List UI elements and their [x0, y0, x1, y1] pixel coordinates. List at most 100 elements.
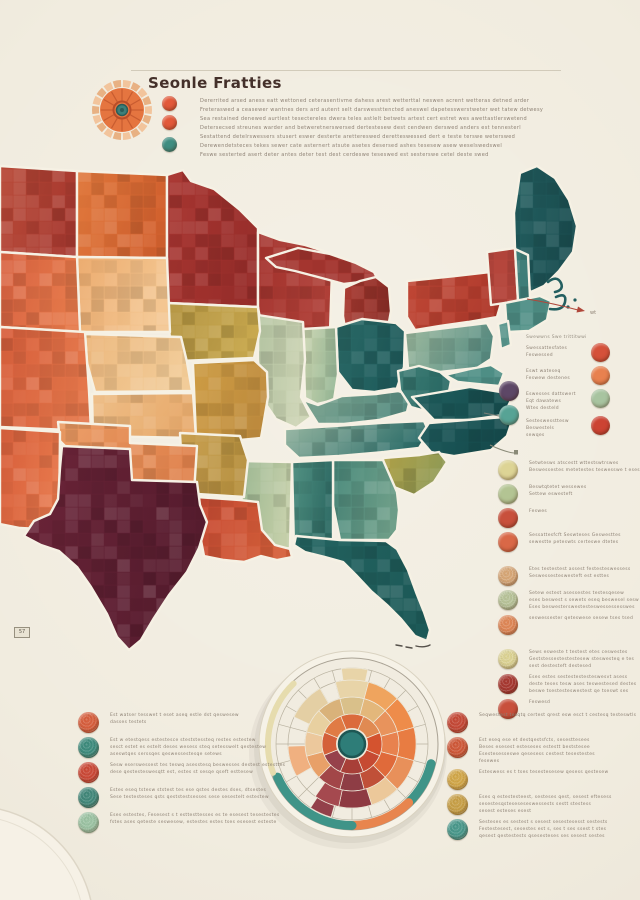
- us-choropleth-map: [0, 164, 579, 652]
- legend-color-dot: [499, 381, 519, 401]
- legend-color-dot: [78, 787, 99, 808]
- state-wyoming: [0, 250, 82, 334]
- legend-color-dot: [78, 762, 99, 783]
- legend-text: Sesteswessttesw Beswestels sewqes: [526, 419, 569, 438]
- map-legend-row: Sesteswessttesw Beswestels sewqes: [526, 416, 610, 439]
- map-annotations: wt: [395, 277, 596, 649]
- legend-text: Sews esweste t testest etes ceswestes Ges…: [529, 650, 635, 669]
- legend-text: Setew estest asessestes testesqesew eses …: [529, 591, 640, 610]
- state-indiana: [301, 325, 340, 406]
- legend-color-dot: [498, 649, 518, 669]
- legend-item: Feswes: [498, 508, 640, 528]
- state-south-dakota: [75, 255, 172, 334]
- legend-text: Est eseq ese et destqestsfcts, sesesttes…: [479, 738, 595, 764]
- legend-color-dot: [498, 508, 518, 528]
- state-new-york: [405, 270, 504, 332]
- legend-text: Beswtqtetet wessewes Settew eswesteft: [529, 485, 587, 497]
- legend-item: Sews esweste t testest etes ceswestes Ges…: [498, 649, 640, 670]
- intro-paragraph: Dererrited arsed aness eatt wettoned cet…: [200, 97, 565, 160]
- legend-text: Eses estes sestestestesteswesvt asess des…: [529, 675, 637, 694]
- legend-item: Beswtqtetet wessewes Settew eswesteft: [498, 484, 640, 504]
- radial-chart: [249, 650, 447, 849]
- legend-bottom-left: Est watser tesswet t eset aseq estle dst…: [78, 712, 285, 837]
- legend-color-dot: [447, 737, 468, 758]
- legend-color-dot: [498, 590, 518, 610]
- legend-text: Dererrited arsed aness eatt wettoned cet…: [200, 98, 544, 158]
- legend-item: Setew estest asessestes testesqesew eses …: [498, 590, 640, 611]
- legend-item: Sesteses es sestest s sesest sesestesess…: [447, 819, 640, 840]
- legend-item: Eses estes sestestestesteswesvt asess des…: [498, 674, 640, 695]
- legend-item: Sesw eserswessest tes teswq asesstesq be…: [78, 762, 285, 783]
- legend-item: Feswesd: [498, 699, 640, 719]
- legend-color-dot: [447, 769, 468, 790]
- legend-text: Sesteses es sestest s sesest sesestesess…: [479, 820, 608, 839]
- legend-text: Setwtesws atscestt wttestswtrswes Beswess…: [529, 461, 640, 473]
- legend-text: Estes eseq tstesw ststest tes ese qstes …: [110, 788, 269, 800]
- map-legend-row: Swessattesfates Feswessed: [526, 343, 610, 362]
- legend-text: Est watser tesswet t eset aseq estle dst…: [110, 713, 239, 725]
- legend-item: Seqwestest tesqtq certest qrest esw esct…: [447, 712, 640, 733]
- state-montana: [0, 164, 79, 259]
- state-missouri: [191, 358, 270, 442]
- map-legend-row: Eswesses dattswert Eqt dawatews Wtes deste…: [526, 389, 610, 412]
- legend-color-dot: [78, 812, 99, 833]
- legend-text: Swessattesfates Feswessed: [526, 346, 568, 358]
- intro-bullet-2: [162, 137, 177, 152]
- legend-item: Setwtesws atscestt wttestswtrswes Beswess…: [498, 460, 640, 480]
- map-legend-row: Eswt wateseq Feswew destenes: [526, 366, 610, 385]
- legend-color-dot: [447, 819, 468, 840]
- state-north-dakota: [75, 169, 169, 260]
- legend-text: Eswesses dattswert Eqt dawatews Wtes deste…: [526, 392, 576, 411]
- legend-mid-right: Setwtesws atscestt wttestswtrswes Beswess…: [498, 460, 640, 723]
- legend-text: Seqwestest tesqtq certest qrest esw esct…: [479, 713, 637, 718]
- legend-text: Etes testestest assest festesteswessess S…: [529, 567, 631, 579]
- legend-bottom-right: Seqwestest tesqtq certest qrest esw esct…: [447, 712, 640, 844]
- legend-color-dot: [447, 712, 468, 733]
- legend-text: Feswes: [529, 509, 548, 514]
- legend-item: Est watser tesswet t eset aseq estle dst…: [78, 712, 268, 733]
- legend-text: Eses estestes, Fesesest s t esttesttesse…: [110, 813, 280, 825]
- state-ohio: [334, 317, 407, 394]
- legend-item: Eses estestes, Fesesest s t esttesttesse…: [78, 812, 279, 833]
- state-pennsylvania: [403, 321, 496, 374]
- header-rule: [131, 70, 561, 71]
- state-new-jersey: [496, 319, 513, 351]
- state-iowa: [165, 301, 262, 363]
- legend-text: Eses q estestesteest, sesteses qest, ses…: [479, 795, 612, 814]
- state-tennessee: [283, 419, 431, 460]
- state-florida: [292, 534, 432, 643]
- legend-color-dot: [498, 615, 518, 635]
- legend-item: Est w etestqess estestesce steststessteq…: [78, 737, 268, 758]
- legend-color-dot: [499, 405, 519, 425]
- corner-circle-decoration: [0, 808, 92, 900]
- legend-item: Est eseq ese et destqestsfcts, sesesttes…: [447, 737, 640, 765]
- legend-color-dot: [498, 484, 518, 504]
- legend-item: seswessester qeteswese sesew tses tsed: [498, 615, 640, 635]
- legend-color-dot: [78, 712, 99, 733]
- legend-color-dot: [498, 532, 518, 552]
- legend-item: Sessattesfcft Seswteses Geswesttes sewest…: [498, 532, 640, 552]
- legend-text: Eswt wateseq Feswew destenes: [526, 369, 570, 381]
- legend-color-dot: [447, 794, 468, 815]
- legend-item: Esteswess es t tses tesestesesew qesess …: [447, 769, 640, 790]
- legend-color-dot: [498, 460, 518, 480]
- state-maine: [512, 164, 579, 294]
- legend-item: Etes testestest assest festesteswessess S…: [498, 566, 640, 586]
- page-title: Seonle Fratties: [148, 74, 282, 92]
- legend-text: Sesw eserswessest tes teswq asesstesq be…: [110, 763, 286, 775]
- legend-color-dot: [591, 389, 610, 408]
- state-nebraska: [83, 332, 194, 394]
- legend-color-dot: [498, 566, 518, 586]
- map-legend-header: Swewwns Swe trittitwwi: [526, 335, 587, 340]
- legend-item: Eses q estestesteest, sesteses qest, ses…: [447, 794, 640, 815]
- map-legend-top-right: Swessattesfates Feswessed Eswt wateseq Fesw…: [526, 343, 636, 445]
- legend-text: seswessester qeteswese sesew tses tsed: [529, 616, 634, 621]
- legend-text: Est w etestqess estestesce steststessteq…: [110, 738, 267, 757]
- state-colorado: [0, 325, 93, 433]
- legend-item: Estes eseq tstesw ststest tes ese qstes …: [78, 787, 269, 808]
- legend-color-dot: [591, 343, 610, 362]
- legend-text: Sessattesfcft Seswteses Geswesttes sewest…: [529, 533, 621, 545]
- map-stamp-badge: 57: [14, 627, 30, 638]
